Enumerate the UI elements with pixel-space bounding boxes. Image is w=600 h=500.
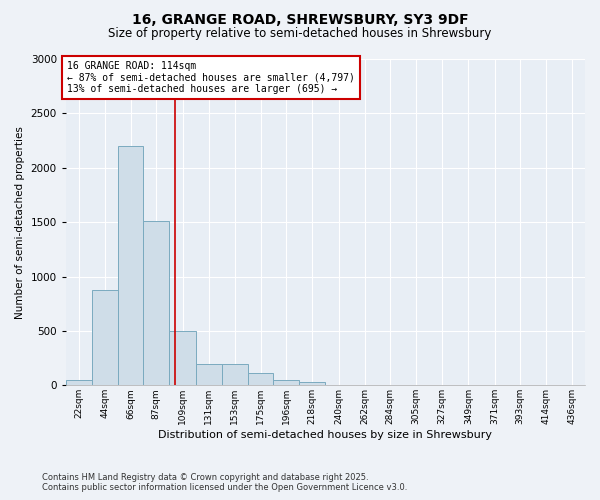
- Bar: [248, 374, 273, 386]
- Text: Contains HM Land Registry data © Crown copyright and database right 2025.
Contai: Contains HM Land Registry data © Crown c…: [42, 473, 407, 492]
- Bar: [299, 382, 325, 386]
- Bar: [118, 146, 143, 386]
- Text: 16, GRANGE ROAD, SHREWSBURY, SY3 9DF: 16, GRANGE ROAD, SHREWSBURY, SY3 9DF: [131, 12, 469, 26]
- Text: Size of property relative to semi-detached houses in Shrewsbury: Size of property relative to semi-detach…: [109, 28, 491, 40]
- Bar: [143, 221, 169, 386]
- X-axis label: Distribution of semi-detached houses by size in Shrewsbury: Distribution of semi-detached houses by …: [158, 430, 493, 440]
- Text: 16 GRANGE ROAD: 114sqm
← 87% of semi-detached houses are smaller (4,797)
13% of : 16 GRANGE ROAD: 114sqm ← 87% of semi-det…: [67, 61, 355, 94]
- Bar: [325, 384, 352, 386]
- Bar: [92, 290, 118, 386]
- Y-axis label: Number of semi-detached properties: Number of semi-detached properties: [15, 126, 25, 318]
- Bar: [169, 331, 196, 386]
- Bar: [222, 364, 248, 386]
- Bar: [273, 380, 299, 386]
- Bar: [66, 380, 92, 386]
- Bar: [196, 364, 222, 386]
